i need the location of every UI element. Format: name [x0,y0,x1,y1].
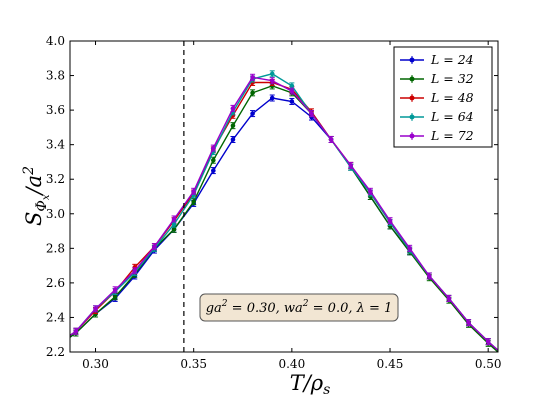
y-tick-label: 2.8 [46,241,65,255]
y-tick-label: 3.0 [46,207,65,221]
legend-marker [409,133,415,139]
legend-marker [409,76,415,82]
data-point [485,339,491,344]
legend-marker [409,95,415,101]
svg-text:ga2 = 0.30, wa2 = 0.0, λ = 1: ga2 = 0.30, wa2 = 0.0, λ = 1 [206,299,393,316]
legend-entry-2: L = 32 [400,71,474,86]
legend-marker [409,57,415,63]
x-tick-label: 0.45 [377,357,404,371]
data-point [506,358,511,363]
y-tick-label: 3.2 [46,172,65,186]
data-point [211,168,216,173]
data-point [191,199,196,204]
data-point [506,358,511,363]
legend-label: L = 24 [430,52,474,67]
x-axis-title: T/ρs [290,371,331,398]
data-point [269,71,275,77]
data-point [191,189,196,194]
data-point [152,244,157,249]
series-5 [70,73,511,362]
data-point [426,273,432,279]
data-point [230,137,236,142]
legend-entry-4: L = 64 [400,109,474,124]
data-point [269,95,275,101]
data-point [211,157,216,163]
data-point [446,296,452,301]
data-point [230,123,236,128]
data-point [171,221,177,227]
x-tick-label: 0.35 [180,357,207,371]
data-point [112,294,118,300]
data-point [230,106,236,111]
y-tick-label: 3.6 [46,103,65,117]
data-point [171,216,177,222]
legend-label: L = 72 [430,128,474,143]
data-point [171,227,177,232]
data-point [250,90,255,96]
legend-label: L = 48 [430,90,474,105]
annotation-box: ga2 = 0.30, wa2 = 0.0, λ = 1 [199,293,399,322]
legend-entry-1: L = 24 [400,52,474,67]
legend: L = 24 L = 32 L = 48 L = 64 L = 72 [393,46,493,148]
data-point [211,145,216,151]
data-point [309,111,314,116]
legend-entry-3: L = 48 [400,90,474,105]
data-point [269,78,275,84]
series-line [70,85,498,352]
y-tick-label: 2.4 [46,310,65,324]
series-line [70,76,498,352]
data-point [250,74,255,80]
data-point [289,99,295,104]
x-tick-label: 0.50 [475,357,502,371]
data-point [73,328,79,334]
data-point [506,357,511,362]
y-tick-label: 2.6 [46,276,65,290]
y-tick-label: 4.0 [46,34,65,48]
data-point [506,357,511,362]
legend-label: L = 32 [430,71,474,86]
y-tick-label: 3.8 [46,69,65,83]
data-point [250,111,255,116]
data-point [93,306,98,312]
y-tick-label: 2.2 [46,345,65,359]
data-point [289,83,295,89]
legend-label: L = 64 [430,109,474,124]
legend-entry-5: L = 72 [400,128,474,143]
plot-frame [69,40,499,353]
data-point [466,320,471,325]
data-point [132,268,138,274]
data-point [289,88,295,94]
data-point [368,189,373,194]
x-tick-label: 0.30 [82,357,109,371]
legend-marker [409,114,415,120]
data-point [506,357,511,362]
x-tick-label: 0.40 [278,357,305,371]
y-tick-label: 3.4 [46,138,65,152]
data-point [387,218,393,223]
data-point [407,246,412,251]
data-point [112,287,118,293]
data-point [348,163,354,168]
data-point [328,137,334,142]
